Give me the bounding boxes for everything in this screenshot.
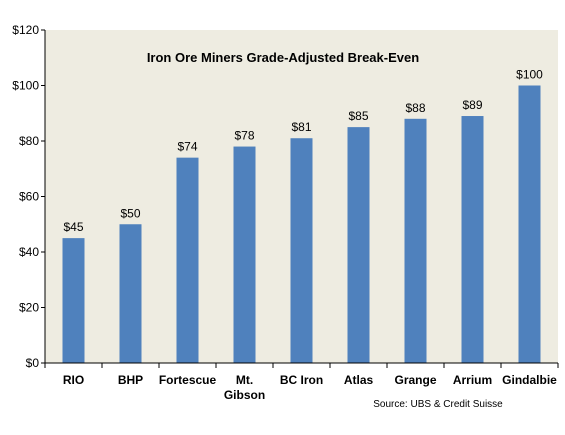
x-tick-label: Atlas <box>344 373 374 387</box>
data-label: $50 <box>120 206 140 220</box>
x-tick-label: Grange <box>394 373 436 387</box>
data-label: $88 <box>405 101 425 115</box>
axis-layer: $0 $20 $40 $60 $80 $100 $120 RIO BHP Fortescue Mt.… <box>12 23 559 402</box>
data-label: $89 <box>462 98 482 112</box>
x-tick-label: BHP <box>118 373 143 387</box>
data-label: $81 <box>291 120 311 134</box>
y-tick-label: $60 <box>19 190 39 204</box>
data-label: $85 <box>348 109 368 123</box>
data-label: $74 <box>177 140 197 154</box>
data-label: $100 <box>516 68 543 82</box>
bar <box>404 118 427 363</box>
chart-source: Source: UBS & Credit Suisse <box>373 399 503 410</box>
bar <box>347 127 370 363</box>
x-tick-label: Gindalbie <box>502 373 557 387</box>
data-label: $45 <box>63 220 83 234</box>
y-tick-label: $80 <box>19 134 39 148</box>
x-tick-label: Mt. Gibson <box>224 373 265 402</box>
bar <box>176 157 199 363</box>
chart-title: Iron Ore Miners Grade-Adjusted Break-Eve… <box>147 50 419 65</box>
bar <box>461 116 484 364</box>
x-tick-label: Fortescue <box>159 373 217 387</box>
bar <box>62 238 85 363</box>
bar <box>290 138 313 363</box>
bar <box>518 85 541 363</box>
y-tick-label: $100 <box>12 79 39 93</box>
y-tick-label: $120 <box>12 23 39 37</box>
data-label: $78 <box>234 129 254 143</box>
bar <box>233 146 256 363</box>
bar <box>119 224 142 363</box>
x-tick-label: RIO <box>63 373 84 387</box>
bars-layer <box>62 85 541 364</box>
x-tick-label: Arrium <box>453 373 492 387</box>
x-tick-label: BC Iron <box>280 373 323 387</box>
y-tick-label: $20 <box>19 301 39 315</box>
y-tick-label: $0 <box>26 356 40 370</box>
data-labels-layer: $45 $50 $74 $78 $81 $85 $88 $89 $100 <box>63 68 543 235</box>
y-tick-label: $40 <box>19 245 39 259</box>
